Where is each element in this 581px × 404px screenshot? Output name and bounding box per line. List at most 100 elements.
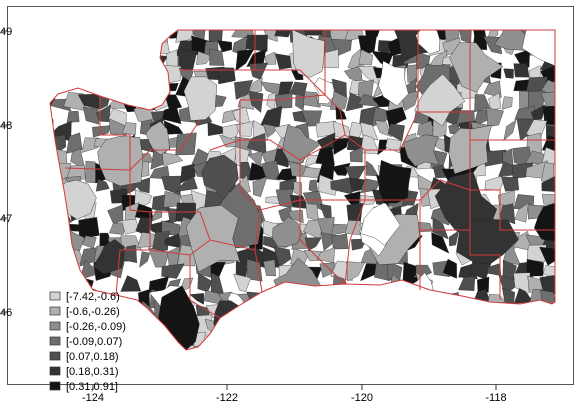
region-cell (246, 258, 263, 282)
region-cell (70, 272, 85, 293)
region-cell (175, 132, 197, 156)
region-cell (513, 342, 534, 350)
region-cell (556, 80, 573, 97)
region-cell (484, 314, 506, 335)
region-cell (245, 319, 266, 330)
region-cell (554, 133, 555, 154)
region-cell (539, 275, 555, 296)
region-cell (501, 176, 519, 192)
region-cell (449, 230, 459, 247)
region-cell (50, 118, 54, 142)
region-cell (50, 202, 58, 223)
region-blob (53, 33, 92, 75)
region-cell (238, 332, 253, 349)
region-cell (109, 222, 127, 235)
region-cell (456, 315, 475, 338)
region-cell (176, 176, 198, 192)
region-cell (294, 330, 308, 347)
legend-label: [0.07,0.18) (66, 351, 119, 363)
region-cell (463, 330, 476, 345)
region-cell (78, 217, 100, 240)
region-cell (107, 30, 126, 44)
region-cell (139, 251, 151, 268)
legend-swatch (49, 351, 61, 361)
region-cell (560, 205, 575, 222)
region-cell (331, 233, 349, 250)
region-cell (52, 262, 72, 277)
region-cell (476, 320, 492, 335)
region-cell (332, 138, 349, 155)
region-cell (54, 53, 69, 72)
region-cell (149, 30, 169, 43)
region-cell (275, 344, 296, 350)
region-cell (50, 160, 58, 180)
region-blob (392, 30, 434, 64)
region-cell (488, 92, 501, 111)
region-cell (209, 48, 225, 66)
y-tick-label: 49 (0, 26, 12, 38)
region-cell (346, 261, 365, 282)
region-cell (553, 36, 555, 57)
region-cell (151, 231, 170, 252)
region-cell (53, 30, 73, 38)
region-cell (196, 51, 213, 65)
legend-label: [-0.6,-0.26) (66, 306, 120, 318)
region-cell (334, 303, 352, 318)
region-cell (137, 64, 156, 84)
region-cell (108, 38, 129, 58)
region-cell (470, 333, 491, 350)
region-cell (501, 96, 513, 110)
legend: [-7.42,-0.6) [-0.6,-0.26) [-0.26,-0.09) … (49, 291, 126, 393)
region-cell (486, 303, 500, 320)
region-cell (530, 104, 546, 120)
region-cell (445, 332, 457, 346)
region-cell (363, 302, 381, 320)
region-cell (513, 63, 530, 78)
region-cell (273, 288, 291, 305)
region-cell (527, 329, 549, 349)
region-cell (498, 345, 514, 350)
region-cell (348, 177, 366, 193)
region-cell (472, 30, 487, 38)
region-cell (556, 317, 576, 336)
region-cell (232, 316, 252, 336)
region-cell (77, 37, 99, 57)
region-cell (346, 287, 365, 310)
region-cell (458, 302, 473, 318)
region-cell (275, 92, 293, 109)
region-cell (218, 328, 240, 347)
region-cell (93, 76, 113, 93)
region-cell (498, 303, 518, 320)
region-cell (317, 289, 339, 305)
region-cell (236, 121, 254, 137)
region-cell (540, 289, 555, 310)
region-cell (405, 316, 419, 337)
region-cell (237, 93, 255, 110)
region-cell (152, 78, 168, 94)
region-cell (372, 331, 392, 350)
region-cell (50, 250, 56, 260)
region-cell (555, 182, 575, 195)
region-cell (290, 301, 308, 324)
region-cell (50, 69, 73, 82)
region-cell (414, 345, 431, 350)
region-cell (406, 64, 417, 83)
region-cell (96, 65, 115, 85)
region-cell (65, 35, 82, 55)
region-cell (91, 39, 115, 54)
x-tick-label: -120 (351, 392, 373, 404)
region-blob (272, 216, 303, 248)
region-cell (105, 77, 129, 97)
region-cell (483, 80, 502, 98)
region-cell (539, 246, 555, 266)
region-blob (350, 299, 409, 346)
region-cell (135, 38, 151, 52)
region-cell (66, 110, 80, 123)
legend-swatch (49, 291, 61, 301)
region-cell (81, 137, 99, 153)
region-blob (415, 30, 441, 55)
region-cell (477, 276, 490, 295)
region-cell (262, 301, 279, 320)
legend-label: [0.31,0.91] (66, 381, 118, 393)
